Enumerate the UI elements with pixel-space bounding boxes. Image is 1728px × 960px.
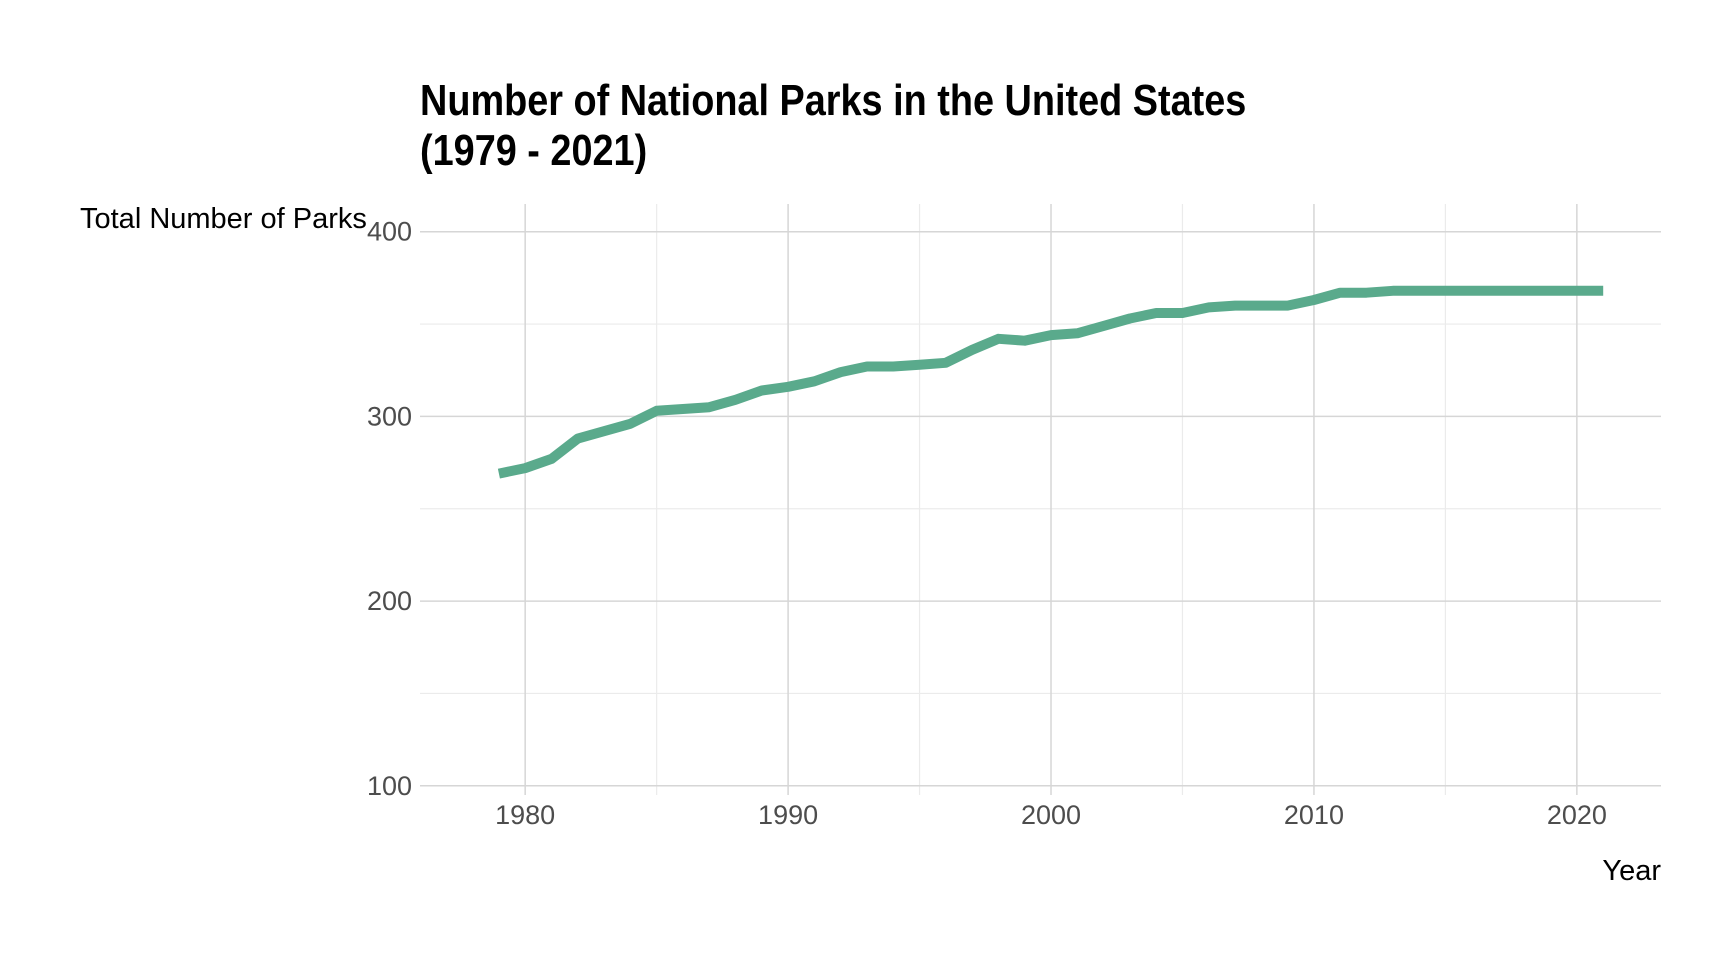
data-point: [1099, 321, 1109, 331]
series-layer: [494, 285, 1608, 479]
data-point: [731, 395, 741, 405]
data-point: [625, 419, 635, 429]
data-point: [915, 360, 925, 370]
data-point: [1046, 330, 1056, 340]
data-point: [862, 362, 872, 372]
data-point: [704, 402, 714, 412]
y-tick-label: 200: [367, 586, 412, 616]
data-point: [1414, 286, 1424, 296]
chart-title-line-1: Number of National Parks in the United S…: [420, 76, 1247, 125]
x-tick-label: 1980: [495, 800, 555, 830]
data-point: [494, 469, 504, 479]
y-tick-label: 100: [367, 771, 412, 801]
data-point: [1440, 286, 1450, 296]
y-tick-label: 300: [367, 401, 412, 431]
data-point: [678, 404, 688, 414]
data-point: [941, 358, 951, 368]
data-point: [1178, 308, 1188, 318]
data-point: [1072, 328, 1082, 338]
y-tick-label: 400: [367, 217, 412, 247]
data-point: [1309, 295, 1319, 305]
data-point: [1572, 286, 1582, 296]
x-tick-label: 2020: [1547, 800, 1607, 830]
data-point: [1467, 286, 1477, 296]
data-point: [547, 454, 557, 464]
data-point: [1519, 286, 1529, 296]
data-point: [1204, 302, 1214, 312]
data-point: [1256, 301, 1266, 311]
data-point: [1125, 314, 1135, 324]
y-axis-title: Total Number of Parks: [80, 203, 367, 235]
chart-title-line-2: (1979 - 2021): [420, 126, 648, 175]
x-tick-label: 2010: [1284, 800, 1344, 830]
data-point: [1020, 336, 1030, 346]
data-point: [1230, 301, 1240, 311]
data-point: [1335, 288, 1345, 298]
x-tick-label: 2000: [1021, 800, 1081, 830]
data-point: [1151, 308, 1161, 318]
x-axis-title: Year: [1602, 855, 1661, 887]
data-point: [757, 386, 767, 396]
data-point: [573, 434, 583, 444]
data-point: [1283, 301, 1293, 311]
data-point: [809, 376, 819, 386]
x-tick-label: 1990: [758, 800, 818, 830]
data-point: [1362, 288, 1372, 298]
data-point: [520, 463, 530, 473]
gridlines: [420, 204, 1661, 795]
data-point: [783, 382, 793, 392]
tick-labels: 1980 1990 2000 2010 2020 100 200 300 400: [367, 217, 1607, 830]
data-point: [993, 334, 1003, 344]
data-point: [888, 362, 898, 372]
data-point: [1546, 286, 1556, 296]
data-point: [836, 367, 846, 377]
data-point: [652, 406, 662, 416]
chart-title: Number of National Parks in the United S…: [420, 76, 1246, 176]
data-point: [1598, 286, 1608, 296]
data-point: [1493, 286, 1503, 296]
data-point: [599, 426, 609, 436]
series-line: [497, 285, 1604, 479]
data-point: [967, 345, 977, 355]
data-point: [1388, 286, 1398, 296]
